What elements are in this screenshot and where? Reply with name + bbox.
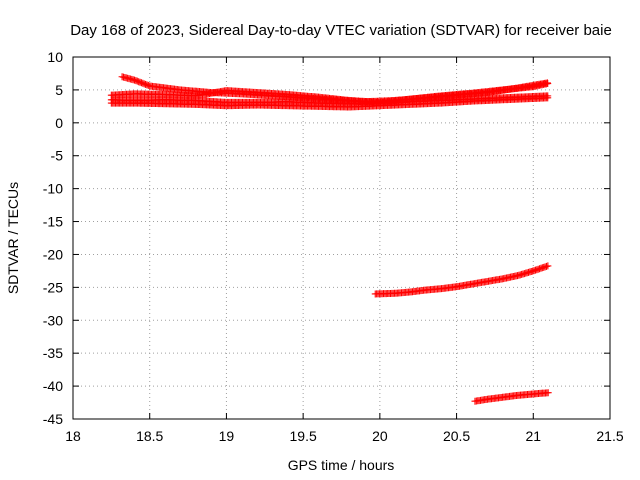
y-tick-label: -45 — [43, 411, 63, 427]
data-point — [544, 80, 552, 88]
y-tick-label: 10 — [47, 49, 63, 65]
y-tick-label: -40 — [43, 378, 63, 394]
data-points — [107, 73, 552, 405]
x-tick-label: 18.5 — [136, 428, 163, 444]
chart-title: Day 168 of 2023, Sidereal Day-to-day VTE… — [70, 22, 612, 39]
x-tick-label: 20.5 — [443, 428, 470, 444]
y-tick-label: -30 — [43, 312, 63, 328]
plot-frame — [72, 56, 611, 420]
x-tick-label: 18 — [65, 428, 81, 444]
y-axis-label: SDTVAR / TECUs — [5, 182, 21, 294]
data-point — [544, 389, 552, 397]
data-point — [544, 262, 552, 270]
x-tick-label: 19.5 — [290, 428, 317, 444]
x-axis-label: GPS time / hours — [288, 457, 395, 473]
series-track-5 — [371, 262, 552, 298]
data-point — [544, 94, 552, 102]
grid-lines — [73, 57, 610, 419]
y-tick-label: -20 — [43, 246, 63, 262]
x-tick-label: 21.5 — [596, 428, 623, 444]
y-tick-label: -5 — [51, 148, 64, 164]
y-axis: 10 5 0 -5 -10 -15 -20 -25 -30 -35 -40 -45 — [43, 49, 610, 427]
y-tick-label: -25 — [43, 279, 63, 295]
x-tick-label: 21 — [525, 428, 541, 444]
y-tick-label: 5 — [55, 82, 63, 98]
x-tick-label: 19 — [219, 428, 235, 444]
y-tick-label: 0 — [55, 115, 63, 131]
x-tick-label: 20 — [372, 428, 388, 444]
series-track-4 — [107, 94, 552, 111]
y-tick-label: -10 — [43, 181, 63, 197]
x-axis: 18 18.5 19 19.5 20 20.5 21 21.5 — [65, 57, 624, 444]
series-track-6 — [471, 389, 552, 405]
y-tick-label: -15 — [43, 214, 63, 230]
y-tick-label: -35 — [43, 345, 63, 361]
